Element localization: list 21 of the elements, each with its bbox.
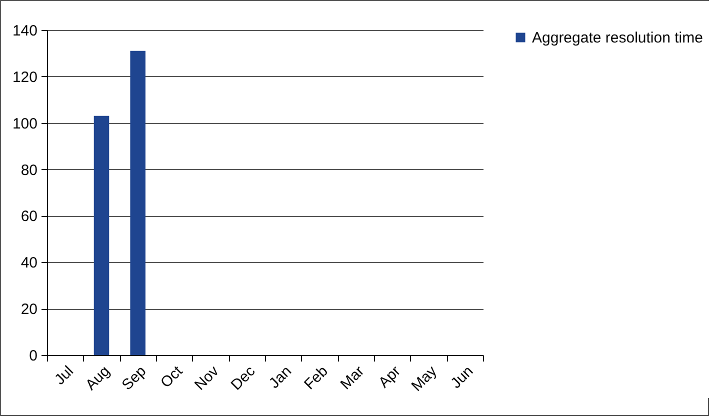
- x-tick-label: Jun: [448, 362, 477, 392]
- x-tick-label: Mar: [337, 362, 368, 394]
- legend-label: Aggregate resolution time: [532, 30, 703, 46]
- x-tick-label: Dec: [228, 362, 259, 394]
- x-tick-label: Jan: [266, 362, 295, 392]
- y-tick-label: 100: [12, 115, 38, 132]
- x-tick-label: Oct: [157, 362, 187, 392]
- y-tick-label: 80: [20, 162, 38, 179]
- x-tick-label: Aug: [82, 362, 114, 394]
- y-tick-label: 20: [20, 301, 38, 318]
- y-tick-label: 140: [12, 22, 38, 40]
- x-tick-label: Jul: [51, 362, 77, 388]
- y-tick-label: 40: [20, 254, 38, 272]
- y-tick-label: 60: [20, 208, 38, 226]
- y-tick-label: 120: [12, 68, 38, 86]
- x-tick-label: Apr: [375, 362, 404, 392]
- x-tick-label: May: [408, 362, 441, 395]
- y-tick-label: 0: [29, 348, 38, 364]
- x-tick-label: Feb: [301, 362, 332, 394]
- x-tick-label: Nov: [191, 362, 223, 394]
- x-tick-label: Sep: [118, 362, 150, 394]
